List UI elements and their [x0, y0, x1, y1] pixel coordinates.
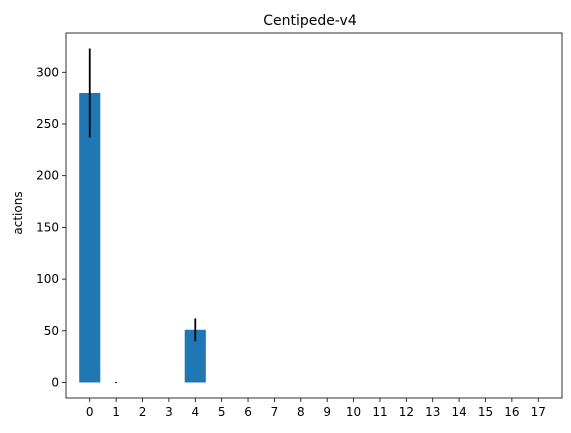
- y-tick-label: 100: [36, 272, 59, 286]
- y-tick-label: 0: [51, 375, 59, 389]
- x-tick-label: 2: [139, 405, 147, 419]
- x-tick-label: 12: [399, 405, 414, 419]
- x-tick-label: 11: [372, 405, 387, 419]
- x-tick-label: 5: [218, 405, 226, 419]
- bar-0: [79, 92, 101, 383]
- y-tick-label: 300: [36, 65, 59, 79]
- bar-4: [184, 329, 206, 383]
- x-tick-label: 6: [244, 405, 252, 419]
- x-tick-label: 7: [271, 405, 279, 419]
- error-bars-layer: [88, 48, 197, 384]
- x-tick-label: 9: [323, 405, 331, 419]
- y-axis-label: actions: [11, 191, 25, 234]
- y-tick-label: 200: [36, 169, 59, 183]
- x-tick-label: 1: [112, 405, 120, 419]
- x-tick-label: 4: [191, 405, 199, 419]
- chart-title: Centipede-v4: [263, 13, 357, 29]
- y-tick-label: 150: [36, 220, 59, 234]
- x-tick-label: 10: [346, 405, 361, 419]
- x-tick-label: 8: [297, 405, 305, 419]
- x-tick-label: 13: [425, 405, 440, 419]
- x-tick-label: 3: [165, 405, 173, 419]
- x-tick-label: 17: [531, 405, 546, 419]
- plot-frame: [65, 32, 563, 399]
- x-tick-label: 0: [86, 405, 94, 419]
- x-tick-label: 14: [451, 405, 466, 419]
- x-tick-label: 16: [504, 405, 519, 419]
- x-tick-label: 15: [478, 405, 493, 419]
- bars-layer: [79, 92, 206, 383]
- y-tick-label: 50: [44, 324, 59, 338]
- x-ticks: 0 1 2 3 4 5 6 7 8 9 10 11 12 13 14 15 16 17: [86, 398, 546, 419]
- y-ticks: 0 50 100 150 200 250 300: [36, 65, 66, 389]
- y-tick-label: 250: [36, 117, 59, 131]
